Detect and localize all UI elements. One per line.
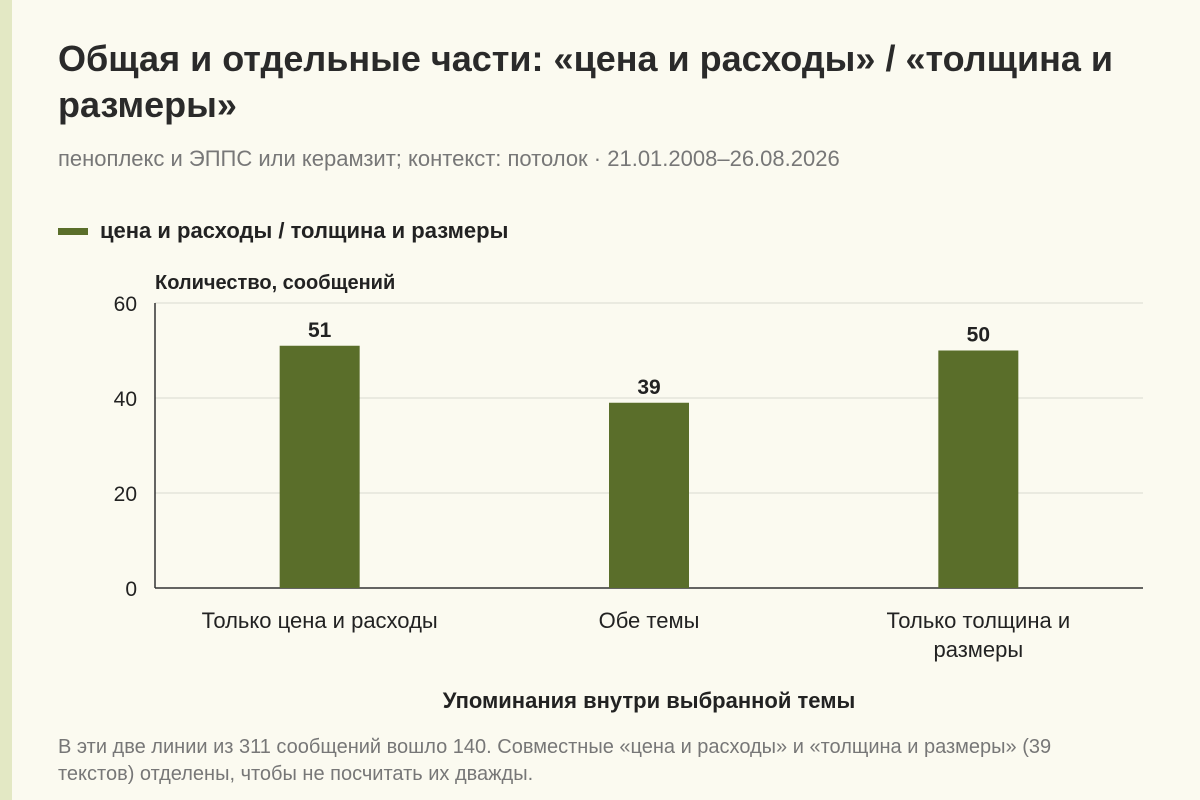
x-axis-label: Упоминания внутри выбранной темы — [443, 688, 856, 713]
chart-title: Общая и отдельные части: «цена и расходы… — [58, 38, 1113, 125]
x-tick-label: Только толщина и размеры — [887, 608, 1071, 662]
bar — [938, 350, 1019, 588]
bar-value-label: 39 — [637, 376, 660, 399]
x-tick-label: Только цена и расходы — [202, 608, 438, 633]
legend-swatch — [58, 227, 88, 235]
y-axis-label: Количество, сообщений — [155, 272, 396, 294]
y-tick-label: 20 — [114, 483, 137, 506]
bar — [609, 402, 689, 588]
bar-value-label: 50 — [967, 324, 990, 347]
legend: цена и расходы / толщина и размеры — [58, 218, 508, 244]
legend-label: цена и расходы / толщина и размеры — [100, 218, 509, 243]
bar — [279, 345, 360, 588]
left-accent-stripe — [0, 0, 12, 800]
x-tick-label: Обе темы — [599, 608, 700, 633]
y-tick-label: 60 — [114, 293, 137, 316]
footnote: В эти две линии из 311 сообщений вошло 1… — [58, 736, 1052, 785]
chart-subtitle: пеноплекс и ЭППС или керамзит; контекст:… — [58, 146, 840, 171]
y-tick-label: 0 — [125, 578, 137, 601]
bar-value-label: 51 — [308, 319, 332, 342]
y-tick-label: 40 — [114, 388, 137, 411]
